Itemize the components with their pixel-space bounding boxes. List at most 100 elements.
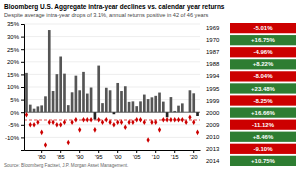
highlight-year: 2014 xyxy=(206,158,220,164)
point xyxy=(112,122,115,128)
point xyxy=(51,119,54,125)
subtitle: Despite average intra-year drops of 3.1%… xyxy=(4,12,208,18)
point xyxy=(173,117,176,123)
highlight-box xyxy=(230,71,296,81)
point xyxy=(120,119,123,125)
highlight-value: -8.04% xyxy=(253,73,273,79)
bar xyxy=(63,74,66,113)
point xyxy=(93,127,96,133)
highlight-box xyxy=(230,47,296,57)
bar xyxy=(181,103,184,112)
highlight-box xyxy=(230,120,296,130)
y-axis-line xyxy=(21,25,25,151)
highlight-box xyxy=(230,35,296,45)
highlight-box xyxy=(230,156,296,166)
point xyxy=(59,122,62,128)
x-tick-label: '80 xyxy=(38,154,46,160)
x-tick: '15 xyxy=(171,150,179,160)
highlight-value: -11.12% xyxy=(252,122,275,128)
point xyxy=(116,119,119,125)
bar xyxy=(33,109,36,113)
highlight-box xyxy=(230,23,296,33)
bar xyxy=(40,105,43,112)
point xyxy=(185,119,188,125)
point xyxy=(82,117,85,123)
y-tick-label: 35% xyxy=(7,21,20,27)
point xyxy=(86,117,89,123)
bar xyxy=(29,105,32,113)
y-tick: 5% xyxy=(10,97,24,103)
bar xyxy=(37,106,40,112)
highlight-box xyxy=(230,59,296,69)
bar xyxy=(162,102,165,113)
x-tick-label: '05 xyxy=(133,154,141,160)
highlight-box xyxy=(230,95,296,105)
bars xyxy=(25,30,199,119)
x-tick: '90 xyxy=(76,150,84,160)
y-tick-label: 20% xyxy=(7,59,20,65)
y-tick-mark xyxy=(21,112,24,113)
y-tick: 35% xyxy=(7,21,24,27)
grid-line xyxy=(24,124,200,125)
bar xyxy=(177,106,180,113)
point xyxy=(177,117,180,123)
x-tick: '10 xyxy=(152,150,160,160)
bar xyxy=(109,90,112,112)
point xyxy=(67,140,70,146)
bar xyxy=(170,97,173,112)
y-tick: 30% xyxy=(7,34,24,40)
highlight-year: 2010 xyxy=(206,134,220,140)
point xyxy=(181,117,184,123)
bar xyxy=(59,57,62,113)
x-tick-mark xyxy=(136,150,137,153)
bar xyxy=(71,92,74,112)
bar xyxy=(151,97,154,112)
bar xyxy=(56,74,59,112)
grid-line xyxy=(24,24,200,25)
x-tick-mark xyxy=(41,150,42,153)
point xyxy=(166,117,169,123)
point xyxy=(36,119,39,125)
x-tick: '05 xyxy=(133,150,141,160)
point xyxy=(25,112,28,118)
point xyxy=(29,122,32,128)
y-tick-label: 25% xyxy=(7,47,20,53)
highlight-year: 2000 xyxy=(206,110,220,116)
y-tick-mark xyxy=(21,100,24,101)
point xyxy=(70,119,73,125)
point xyxy=(139,117,142,123)
x-tick-label: '00 xyxy=(114,154,122,160)
x-tick-mark xyxy=(98,150,99,153)
x-tick-mark xyxy=(174,150,175,153)
y-tick: -10% xyxy=(5,135,24,141)
y-tick-mark xyxy=(21,74,24,75)
bar xyxy=(132,101,135,112)
bar xyxy=(48,30,51,112)
bar xyxy=(86,94,89,113)
highlight-panel: 1969-5.01%1970+16.75%1987-4.96%1988+8.22… xyxy=(206,23,296,166)
y-tick: 20% xyxy=(7,59,24,65)
highlight-year: 1970 xyxy=(206,37,220,43)
grid xyxy=(24,24,200,137)
highlight-value: +16.66% xyxy=(251,110,276,116)
highlight-year: 1995 xyxy=(206,86,220,92)
bar xyxy=(78,90,81,112)
point xyxy=(143,119,146,125)
point xyxy=(101,119,104,125)
y-tick: 15% xyxy=(7,72,24,78)
y-tick-label: -10% xyxy=(5,135,20,141)
point xyxy=(55,122,58,128)
x-tick: '00 xyxy=(114,150,122,160)
x-tick-label: '15 xyxy=(171,154,179,160)
bar xyxy=(75,76,78,113)
x-tick: '20 xyxy=(190,150,198,160)
bar xyxy=(166,112,169,117)
x-tick-label: '90 xyxy=(76,154,84,160)
bar xyxy=(90,88,93,113)
x-axis-line xyxy=(25,150,201,151)
point xyxy=(169,117,172,123)
bar xyxy=(128,102,131,112)
bar xyxy=(192,93,195,112)
highlight-value: +10.75% xyxy=(251,158,276,164)
highlight-value: -8.25% xyxy=(253,98,273,104)
